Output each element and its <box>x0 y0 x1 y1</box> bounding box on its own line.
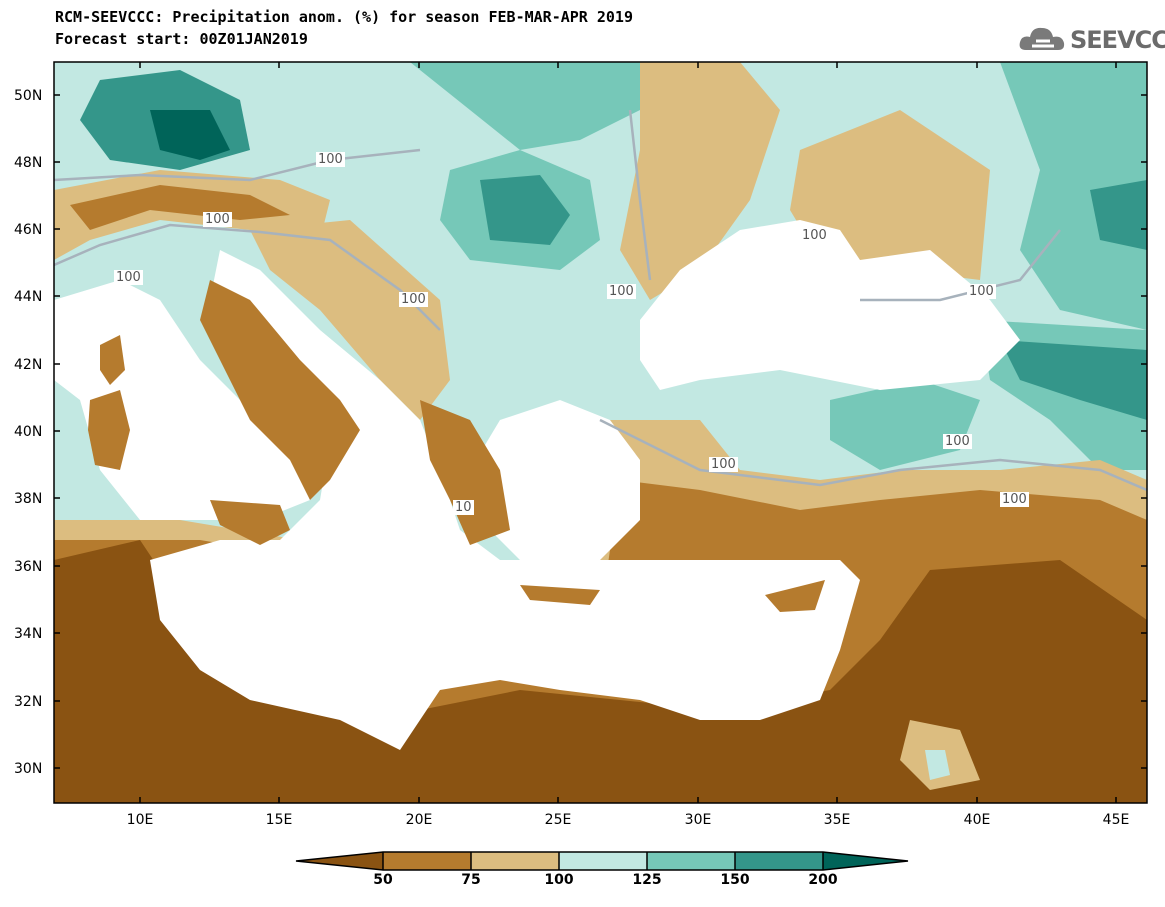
black-sea <box>640 220 1020 390</box>
axis-ticks <box>54 62 1147 803</box>
cloud-icon <box>1019 27 1065 50</box>
colorbar-segment-75-100 <box>471 852 559 870</box>
colorbar-segment-150-200 <box>735 852 823 870</box>
adriatic-sea <box>150 250 860 750</box>
island-cyprus <box>765 580 825 612</box>
contour-label: 100 <box>967 284 996 299</box>
colorbar-label-200: 200 <box>808 872 838 888</box>
contour-label: 100 <box>709 457 738 472</box>
peninsula-greece <box>420 400 510 545</box>
contour-label: 100 <box>316 152 345 167</box>
island-sicily <box>210 500 290 545</box>
contour-label: 100 <box>800 228 829 243</box>
lon-label-40e: 40E <box>963 812 991 828</box>
colorbar-label-150: 150 <box>720 872 750 888</box>
wet-zone-ukraine-east-core <box>1090 180 1147 250</box>
colorbar-segment-100-125 <box>559 852 647 870</box>
wet-zone-anatolia <box>830 380 980 470</box>
peninsula-italy <box>200 280 360 500</box>
colorbar-segment-50-75 <box>383 852 471 870</box>
wet-zone-alps-north <box>54 62 680 150</box>
lat-label-30n: 30N <box>14 761 43 777</box>
lon-label-35e: 35E <box>823 812 851 828</box>
map-field <box>54 62 1147 803</box>
colorbar-segment-above-200 <box>823 852 908 870</box>
colorbar-segment-125-150 <box>647 852 735 870</box>
island-corsica <box>100 335 125 385</box>
lon-label-15e: 15E <box>265 812 293 828</box>
lon-label-45e: 45E <box>1102 812 1130 828</box>
colorbar <box>295 851 909 871</box>
colorbar-label-75: 75 <box>461 872 481 888</box>
colorbar-label-125: 125 <box>632 872 662 888</box>
dry-zone-balkans-west <box>250 220 450 420</box>
contour-line-ukraine <box>628 109 652 281</box>
aegean-sea <box>470 400 640 560</box>
lat-label-32n: 32N <box>14 694 43 710</box>
wet-zone-hungary-core <box>480 175 570 245</box>
colorbar-segment-below-50 <box>296 852 383 870</box>
lon-label-10e: 10E <box>126 812 154 828</box>
wet-zone-caucasus-core <box>1000 340 1147 420</box>
lat-label-34n: 34N <box>14 626 43 642</box>
dry-zone-alps <box>54 170 330 260</box>
lat-label-48n: 48N <box>14 155 43 171</box>
lat-label-38n: 38N <box>14 491 43 507</box>
contour-line-north <box>54 148 421 182</box>
map-frame <box>53 61 1148 804</box>
wet-zone-germany-core <box>150 110 230 160</box>
contour-label: 100 <box>114 270 143 285</box>
lat-label-42n: 42N <box>14 357 43 373</box>
map-title: RCM-SEEVCCC: Precipitation anom. (%) for… <box>55 8 633 26</box>
dry-zone-alps-core <box>70 185 290 230</box>
seevccc-logo: SEEVCCC <box>1018 22 1165 58</box>
lat-label-40n: 40N <box>14 424 43 440</box>
contour-label: 100 <box>943 434 972 449</box>
island-sardinia <box>88 390 130 470</box>
lon-label-20e: 20E <box>405 812 433 828</box>
colorbar-label-50: 50 <box>373 872 393 888</box>
lon-label-25e: 25E <box>544 812 572 828</box>
lat-label-50n: 50N <box>14 88 43 104</box>
wet-zone-ukraine-east <box>1000 62 1147 330</box>
lat-label-36n: 36N <box>14 559 43 575</box>
contour-line-anatolia <box>599 418 1147 492</box>
dry-zone-ukraine-west <box>620 62 780 300</box>
island-crete <box>520 585 600 605</box>
lon-label-30e: 30E <box>684 812 712 828</box>
colorbar-label-100: 100 <box>544 872 574 888</box>
contour-line-alps <box>54 223 441 331</box>
lat-label-44n: 44N <box>14 289 43 305</box>
contour-label: 100 <box>607 284 636 299</box>
contour-label: 100 <box>203 212 232 227</box>
wet-spot-jordan <box>925 750 950 780</box>
contour-label: 100 <box>399 292 428 307</box>
map-subtitle: Forecast start: 00Z01JAN2019 <box>55 30 308 48</box>
lat-label-46n: 46N <box>14 222 43 238</box>
logo-text: SEEVCCC <box>1070 26 1165 54</box>
contour-label: 100 <box>1000 492 1029 507</box>
dry-zone-north-africa <box>54 540 1147 803</box>
contour-label: 10 <box>453 500 474 515</box>
